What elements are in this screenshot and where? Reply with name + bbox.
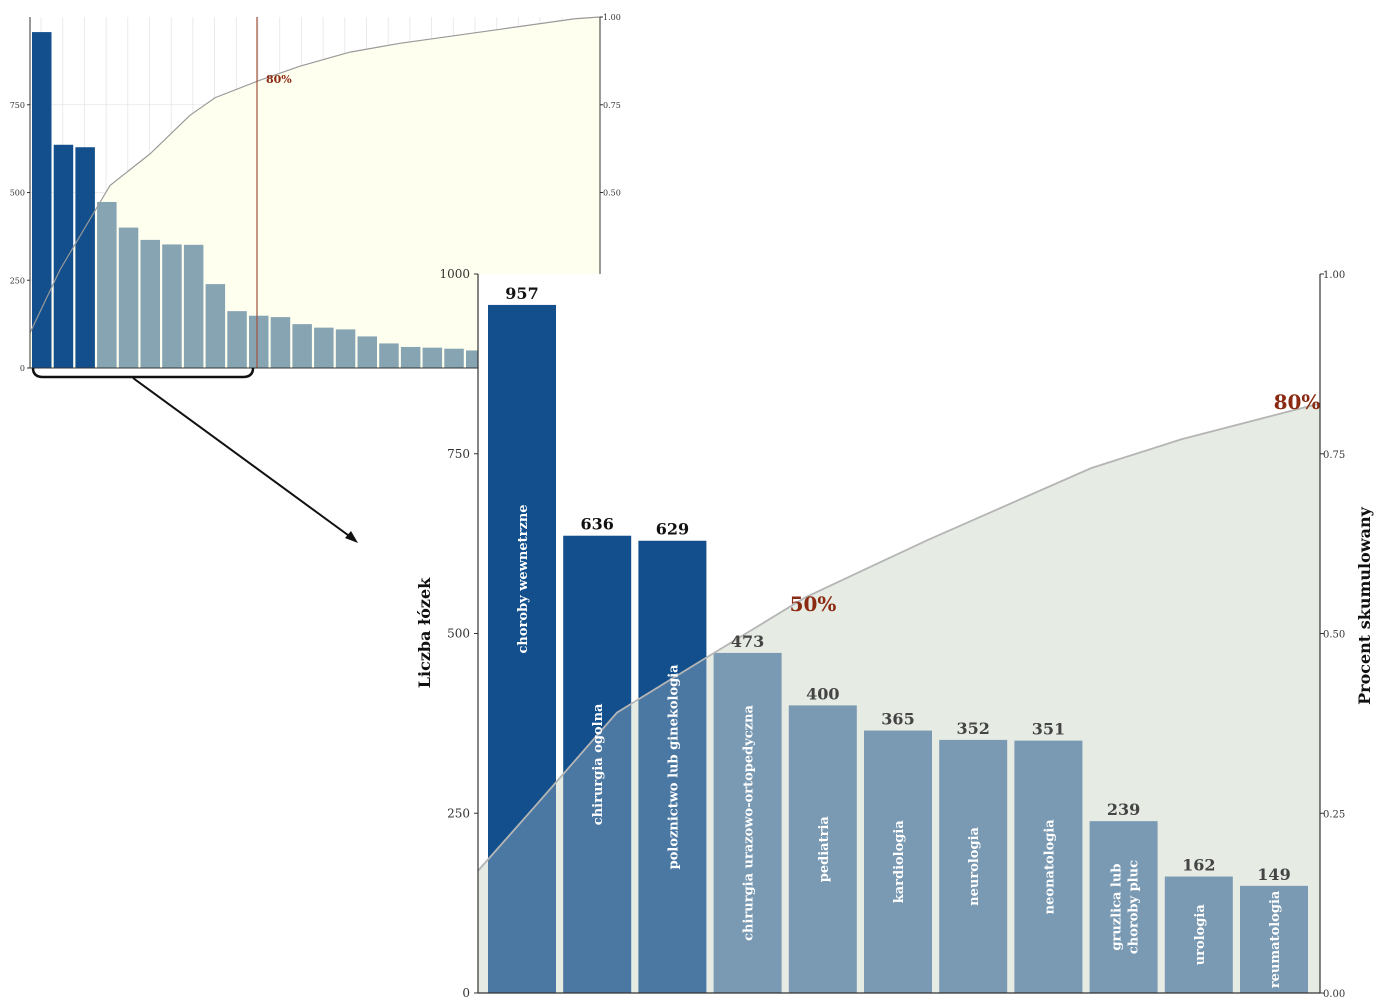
bar	[488, 304, 556, 993]
category-label-line: gruzlica lub	[1110, 864, 1125, 951]
value-label: 400	[806, 684, 839, 703]
y-tick-label: 250	[447, 806, 470, 820]
y2-tick-label: 0.50	[603, 189, 621, 198]
y-tick-label: 750	[10, 101, 25, 110]
overview-bar	[400, 346, 421, 368]
category-label-line: chirurgia ogolna	[591, 703, 606, 825]
category-label-line: poloznictwo lub ginekologia	[666, 664, 681, 870]
category-label-line: neurologia	[967, 827, 982, 906]
category-label: poloznictwo lub ginekologia	[666, 664, 681, 870]
y2-tick-label: 1.00	[1323, 270, 1345, 281]
overview-bar	[118, 227, 139, 368]
overview-bar	[314, 327, 334, 368]
category-label: neonatologia	[1042, 819, 1057, 915]
y2-tick-label: 0.00	[1323, 989, 1345, 998]
arrow-head	[345, 531, 358, 543]
value-label: 636	[580, 515, 613, 534]
value-label: 149	[1257, 865, 1290, 884]
overview-bar	[444, 348, 464, 368]
y2-tick-label: 1.00	[603, 13, 621, 22]
value-label: 957	[505, 284, 538, 303]
cumulative-overlay	[478, 403, 1320, 993]
category-label: neurologia	[967, 827, 982, 906]
overview-bar	[205, 284, 226, 368]
category-label-line: neonatologia	[1042, 819, 1057, 915]
overview-bar	[227, 311, 247, 368]
annotation-50: 50%	[790, 592, 837, 616]
category-label-line: kardiologia	[892, 820, 907, 904]
category-label: pediatria	[817, 816, 832, 883]
bar	[939, 739, 1008, 993]
category-label: chirurgia ogolna	[591, 703, 606, 825]
value-label: 352	[956, 719, 989, 738]
bar	[1164, 876, 1233, 993]
y-tick-label: 0	[462, 986, 470, 998]
category-label-line: reumatologia	[1268, 890, 1283, 988]
overview-bar	[357, 336, 377, 368]
overview-bar	[53, 144, 74, 368]
category-label: gruzlica lub choroby pluc	[1110, 860, 1142, 954]
bar	[864, 730, 932, 993]
cumulative-line	[29, 16, 601, 334]
y-tick-label: 500	[447, 627, 470, 641]
overview-bar	[292, 324, 312, 368]
y-tick-label: 500	[10, 189, 25, 198]
y2-tick-label: 0.25	[1323, 809, 1345, 820]
overview-bar	[97, 201, 117, 368]
category-label: choroby wewnetrzne	[516, 504, 531, 653]
y-tick-label: 0	[20, 364, 25, 373]
value-label: 351	[1032, 720, 1065, 739]
overview-chart: 80% 0 250 500 750 0.50 0.75 1.00	[10, 13, 621, 379]
bar	[638, 540, 707, 993]
overview-bar	[183, 244, 204, 368]
cumulative-line	[477, 402, 1321, 872]
bar	[713, 652, 782, 993]
arrow-line	[132, 377, 353, 539]
zoom-connector	[132, 377, 358, 543]
category-label-line: chirurgia urazowo-ortopedyczna	[742, 704, 757, 940]
category-label-line: choroby wewnetrzne	[516, 504, 531, 653]
bar	[788, 705, 857, 993]
category-label: chirurgia urazowo-ortopedyczna	[742, 704, 757, 940]
overview-bar	[140, 239, 160, 368]
overview-bar	[335, 329, 356, 368]
value-label: 239	[1107, 800, 1140, 819]
y-tick-label: 1000	[439, 267, 470, 281]
value-label: 473	[731, 632, 764, 651]
bar	[1089, 821, 1158, 993]
category-label-line: pediatria	[817, 816, 832, 883]
category-label: kardiologia	[892, 820, 907, 904]
category-label: reumatologia	[1268, 890, 1283, 988]
cutoff-label: 80%	[266, 73, 292, 86]
y-tick-label: 750	[447, 447, 470, 461]
category-label-line: urologia	[1193, 904, 1208, 966]
y2-tick-label: 0.50	[1323, 630, 1345, 641]
value-label: 365	[881, 710, 914, 729]
value-label: 629	[656, 520, 689, 539]
overview-bar	[379, 343, 399, 368]
value-label: 162	[1182, 856, 1215, 875]
overview-bar	[422, 347, 443, 368]
bar	[1240, 885, 1308, 993]
overview-bar	[249, 315, 269, 368]
bar	[563, 535, 632, 993]
overview-bar	[75, 147, 95, 368]
y-axis-title: Liczba łózek	[415, 577, 434, 688]
y2-tick-label: 0.75	[603, 101, 621, 110]
y2-tick-label: 0.75	[1323, 450, 1345, 461]
bar	[1014, 740, 1083, 993]
y2-axis-title: Procent skumulowany	[1355, 506, 1374, 704]
category-label: urologia	[1193, 904, 1208, 966]
overview-bar	[32, 32, 52, 369]
overview-bar	[162, 244, 182, 368]
annotation-80: 80%	[1274, 390, 1321, 414]
overview-bar	[270, 317, 291, 368]
selection-bracket	[31, 367, 255, 379]
zoomed-chart: 957 636 629 473 400 365 352 351 239 162 149 choroby…	[415, 267, 1378, 998]
y-tick-label: 250	[10, 276, 25, 285]
category-label-line: choroby pluc	[1127, 860, 1142, 954]
